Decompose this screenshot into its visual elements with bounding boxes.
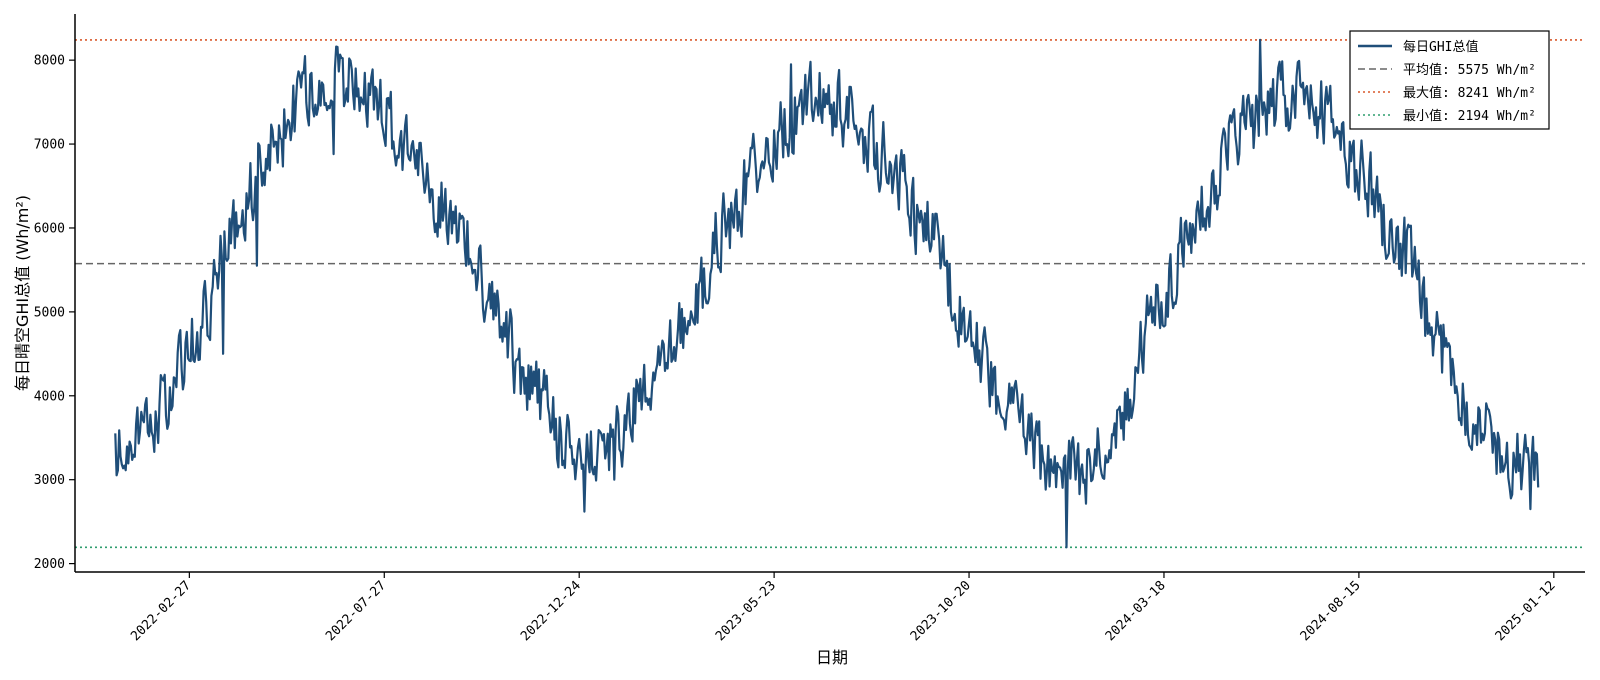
y-tick-label-7000: 7000 xyxy=(34,138,65,153)
axes xyxy=(74,14,1585,573)
y-tick-label-8000: 8000 xyxy=(34,54,65,69)
y-ticks: 2000 3000 4000 5000 6000 7000 8000 xyxy=(34,54,75,572)
y-axis-title: 每日晴空GHI总值 (Wh/m²) xyxy=(13,195,32,391)
legend-label-min: 最小值: 2194 Wh/m² xyxy=(1403,108,1536,124)
reference-lines xyxy=(75,39,1585,549)
legend-label-daily-ghi: 每日GHI总值 xyxy=(1403,39,1478,55)
x-tick-label-2: 2022-12-24 xyxy=(518,578,584,644)
x-axis-title: 日期 xyxy=(816,648,848,667)
y-tick-label-4000: 4000 xyxy=(34,389,65,404)
x-tick-label-7: 2025-01-12 xyxy=(1493,578,1559,644)
x-tick-label-0: 2022-02-27 xyxy=(128,578,194,644)
series-line-daily-ghi xyxy=(114,38,1540,549)
y-tick-label-2000: 2000 xyxy=(34,557,65,572)
x-ticks: 2022-02-27 2022-07-27 2022-12-24 2023-05-23… xyxy=(128,572,1559,644)
legend-label-max: 最大值: 8241 Wh/m² xyxy=(1403,85,1536,101)
legend-box xyxy=(1349,30,1550,130)
x-tick-label-1: 2022-07-27 xyxy=(323,578,389,644)
legend-label-mean: 平均值: 5575 Wh/m² xyxy=(1403,62,1536,78)
x-tick-label-6: 2024-08-15 xyxy=(1298,578,1364,644)
x-tick-label-3: 2023-05-23 xyxy=(713,578,779,644)
series-layer xyxy=(114,38,1540,549)
y-tick-label-6000: 6000 xyxy=(34,221,65,236)
y-tick-label-3000: 3000 xyxy=(34,473,65,488)
x-tick-label-5: 2024-03-18 xyxy=(1103,578,1169,644)
x-tick-label-4: 2023-10-20 xyxy=(908,578,974,644)
y-tick-label-5000: 5000 xyxy=(34,305,65,320)
